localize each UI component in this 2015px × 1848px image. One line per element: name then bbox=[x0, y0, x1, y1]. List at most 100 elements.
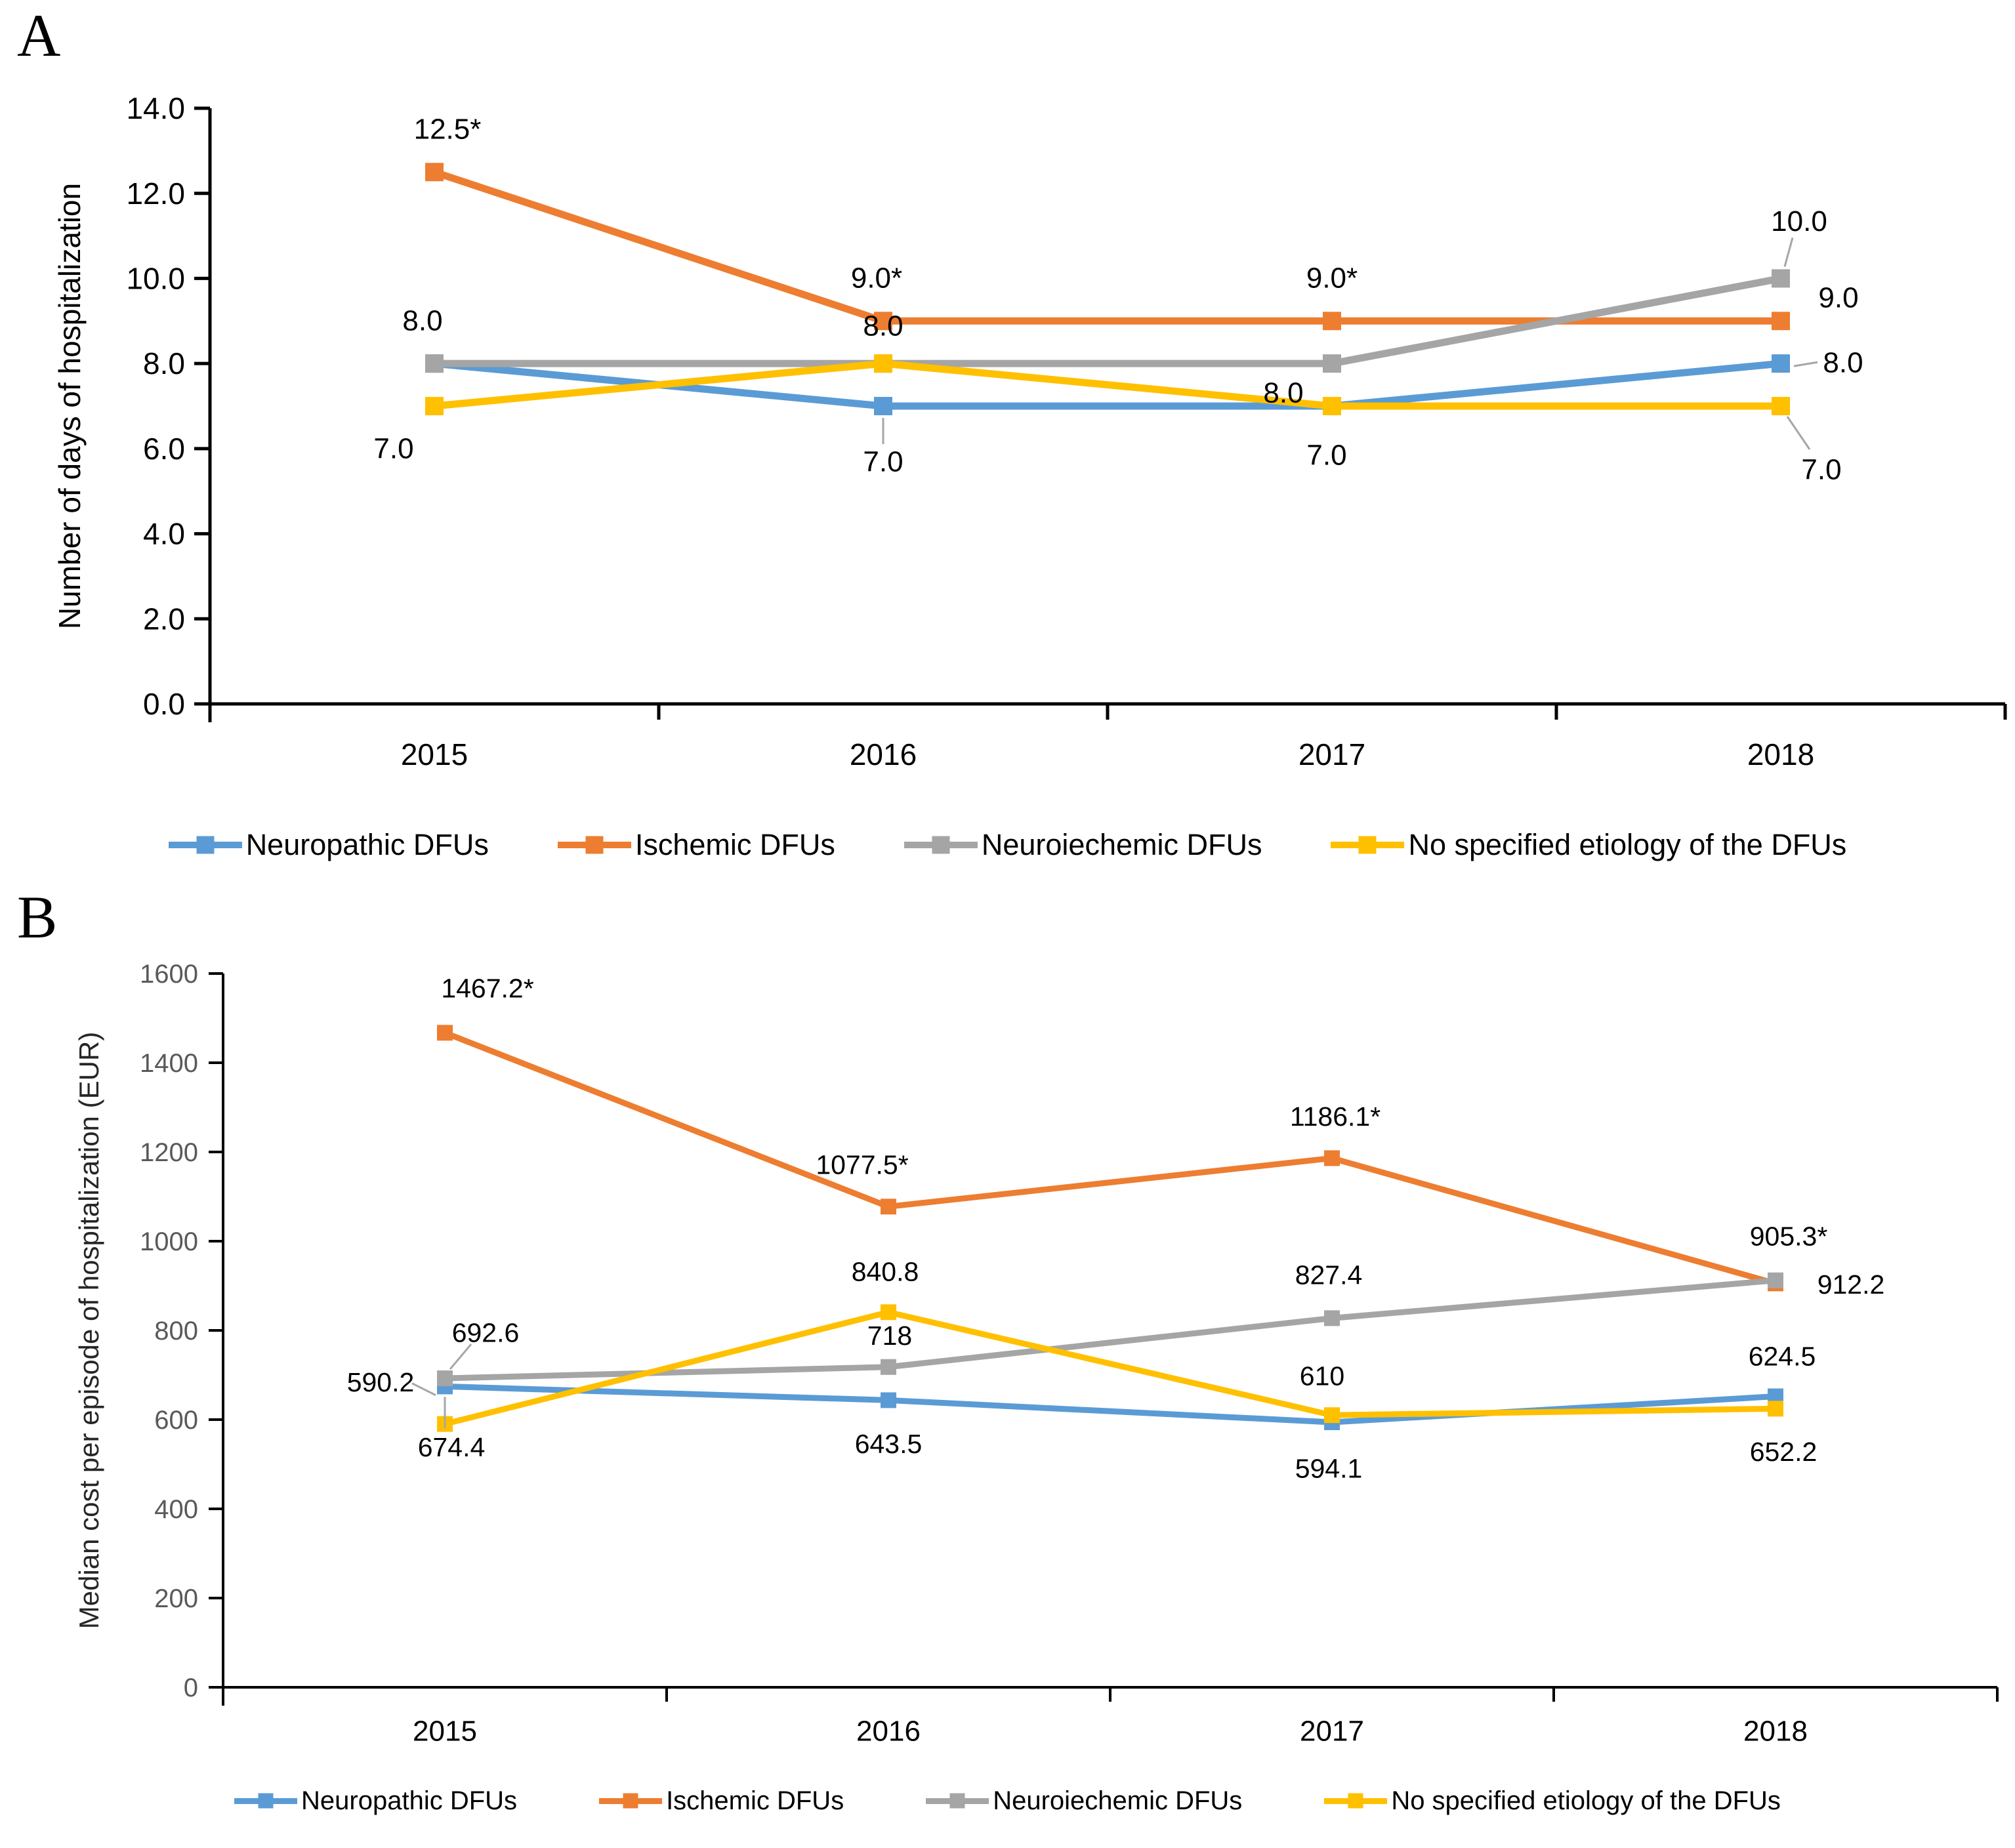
legend-line-square-marker bbox=[926, 1793, 989, 1809]
data-label-ischemic-dfus-2016: 9.0* bbox=[851, 262, 902, 295]
data-label-neuroiechemic-dfus-2015: 8.0 bbox=[402, 305, 442, 337]
data-point-neuroiechemic-dfus-2017 bbox=[1324, 1310, 1340, 1326]
legend-label: Neuroiechemic DFUs bbox=[993, 1786, 1243, 1815]
data-label-neuropathic-dfus-2016: 7.0 bbox=[863, 445, 903, 478]
x-category-label: 2017 bbox=[1300, 1715, 1364, 1747]
legend-item-neuropathic-dfus: Neuropathic DFUs bbox=[234, 1786, 517, 1816]
y-tick-label: 12.0 bbox=[126, 176, 185, 211]
data-label-neuroiechemic-dfus-2016: 718 bbox=[867, 1321, 912, 1351]
legend-line-square-marker bbox=[557, 836, 631, 854]
series-line-no-specified-etiology-of-the-dfus bbox=[442, 1309, 1779, 1427]
series-line-ischemic-dfus bbox=[442, 1029, 1779, 1286]
legend-label: Neuropathic DFUs bbox=[301, 1786, 518, 1815]
data-point-ischemic-dfus-2016 bbox=[881, 1199, 896, 1215]
data-point-ischemic-dfus-2016 bbox=[874, 312, 892, 331]
legend-marker-square bbox=[1348, 1793, 1363, 1809]
legend-label: Neuropathic DFUs bbox=[245, 828, 489, 861]
x-category-label: 2018 bbox=[1747, 737, 1814, 771]
data-label-no-specified-etiology-of-the-dfus-2018: 624.5 bbox=[1749, 1342, 1816, 1372]
y-tick-label: 800 bbox=[154, 1317, 198, 1345]
y-tick-label: 1000 bbox=[140, 1227, 198, 1256]
label-leader-line bbox=[1783, 237, 1794, 267]
legend-line-square-marker bbox=[1331, 836, 1405, 854]
legend-marker-square bbox=[932, 836, 950, 854]
data-label-neuropathic-dfus-2015: 674.4 bbox=[418, 1432, 486, 1462]
legend-marker-square bbox=[623, 1793, 638, 1809]
legend-item-neuropathic-dfus: Neuropathic DFUs bbox=[168, 828, 489, 862]
series-line-neuroiechemic-dfus bbox=[430, 274, 1785, 367]
data-point-neuroiechemic-dfus-2018 bbox=[1772, 269, 1790, 288]
y-tick-label: 0 bbox=[184, 1673, 198, 1702]
data-point-ischemic-dfus-2015 bbox=[425, 163, 444, 182]
data-label-neuropathic-dfus-2018: 652.2 bbox=[1750, 1437, 1818, 1467]
legend-label: No specified etiology of the DFUs bbox=[1408, 828, 1847, 861]
data-label-neuroiechemic-dfus-2018: 912.2 bbox=[1818, 1269, 1885, 1300]
x-category-label: 2015 bbox=[413, 1715, 477, 1747]
panel-b-chart: 0 200 400 600 800 1000 1200 1400 1600 2015 2016 201… bbox=[73, 960, 1999, 1747]
data-point-neuroiechemic-dfus-2015 bbox=[437, 1370, 453, 1387]
legend-line-square-marker bbox=[168, 836, 242, 854]
x-category-label: 2015 bbox=[401, 737, 468, 771]
data-label-no-specified-etiology-of-the-dfus-2016: 8.0 bbox=[863, 310, 903, 342]
data-label-ischemic-dfus-2017: 9.0* bbox=[1306, 262, 1358, 295]
data-point-no-specified-etiology-of-the-dfus-2018 bbox=[1768, 1401, 1783, 1417]
legend-marker-square bbox=[949, 1793, 965, 1809]
legend-item-ischemic-dfus: Ischemic DFUs bbox=[599, 1786, 844, 1816]
data-label-no-specified-etiology-of-the-dfus-2018: 7.0 bbox=[1801, 453, 1841, 485]
series-line-ischemic-dfus bbox=[430, 168, 1785, 325]
data-label-no-specified-etiology-of-the-dfus-2015: 7.0 bbox=[373, 432, 413, 464]
data-label-neuropathic-dfus-2018: 8.0 bbox=[1823, 347, 1863, 379]
legend-item-no-specified-etiology-of-the-dfus: No specified etiology of the DFUs bbox=[1331, 828, 1846, 862]
panel-b-letter: B bbox=[17, 884, 58, 951]
data-point-neuroiechemic-dfus-2017 bbox=[1323, 354, 1341, 373]
y-tick-label: 1400 bbox=[140, 1049, 198, 1078]
data-label-neuropathic-dfus-2017: 7.0 bbox=[1306, 439, 1346, 471]
y-tick-label: 8.0 bbox=[143, 346, 185, 380]
x-category-label: 2018 bbox=[1743, 1715, 1808, 1747]
y-tick-label: 600 bbox=[154, 1406, 198, 1435]
y-tick-label: 200 bbox=[154, 1584, 198, 1613]
y-tick-label: 4.0 bbox=[143, 517, 185, 551]
x-category-label: 2016 bbox=[856, 1715, 921, 1747]
legend-marker-square bbox=[1358, 836, 1377, 854]
data-label-neuroiechemic-dfus-2017: 827.4 bbox=[1295, 1260, 1363, 1290]
data-point-neuropathic-dfus-2016 bbox=[881, 1392, 896, 1408]
legend-label: Neuroiechemic DFUs bbox=[981, 828, 1262, 861]
data-point-no-specified-etiology-of-the-dfus-2018 bbox=[1772, 397, 1790, 415]
panel-a-chart: 0.0 2.0 4.0 6.0 8.0 10.0 12.0 14.0 2015 2016 2017 2… bbox=[52, 91, 2007, 771]
legend-marker-square bbox=[585, 836, 604, 854]
y-tick-label: 400 bbox=[154, 1495, 198, 1524]
label-leader-line bbox=[1793, 361, 1818, 367]
legend-marker-square bbox=[196, 836, 215, 854]
data-point-neuroiechemic-dfus-2018 bbox=[1768, 1272, 1783, 1288]
label-leader-line bbox=[1786, 416, 1811, 450]
data-label-neuropathic-dfus-2016: 643.5 bbox=[855, 1429, 923, 1459]
y-tick-label: 2.0 bbox=[143, 602, 185, 636]
data-label-ischemic-dfus-2016: 1077.5* bbox=[816, 1150, 908, 1180]
legend-marker-square bbox=[258, 1793, 274, 1809]
panel-b-legend: Neuropathic DFUs Ischemic DFUs Neuroiechem… bbox=[0, 1771, 2015, 1830]
data-point-neuroiechemic-dfus-2016 bbox=[881, 1359, 896, 1375]
data-label-ischemic-dfus-2015: 1467.2* bbox=[441, 974, 533, 1004]
data-point-ischemic-dfus-2015 bbox=[437, 1025, 453, 1041]
y-tick-label: 6.0 bbox=[143, 432, 185, 466]
y-axis-title: Number of days of hospitalization bbox=[52, 183, 87, 629]
y-axis-title: Median cost per episode of hospitalizati… bbox=[73, 1032, 104, 1629]
y-tick-label: 10.0 bbox=[126, 262, 185, 296]
x-category-label: 2016 bbox=[850, 737, 917, 771]
legend-label: Ischemic DFUs bbox=[634, 828, 835, 861]
data-point-ischemic-dfus-2017 bbox=[1324, 1150, 1340, 1166]
y-tick-label: 14.0 bbox=[126, 91, 185, 125]
legend-line-square-marker bbox=[1324, 1793, 1388, 1809]
data-point-ischemic-dfus-2018 bbox=[1772, 312, 1790, 331]
data-point-no-specified-etiology-of-the-dfus-2017 bbox=[1324, 1407, 1340, 1424]
legend-line-square-marker bbox=[599, 1793, 663, 1809]
data-label-neuropathic-dfus-2017: 594.1 bbox=[1295, 1453, 1363, 1483]
data-point-neuroiechemic-dfus-2015 bbox=[425, 354, 444, 373]
data-point-no-specified-etiology-of-the-dfus-2016 bbox=[881, 1304, 896, 1321]
data-label-neuroiechemic-dfus-2017: 8.0 bbox=[1263, 377, 1303, 409]
data-point-no-specified-etiology-of-the-dfus-2017 bbox=[1323, 397, 1341, 415]
data-label-neuroiechemic-dfus-2015: 692.6 bbox=[452, 1317, 520, 1347]
series-line-neuropathic-dfus bbox=[442, 1383, 1779, 1426]
